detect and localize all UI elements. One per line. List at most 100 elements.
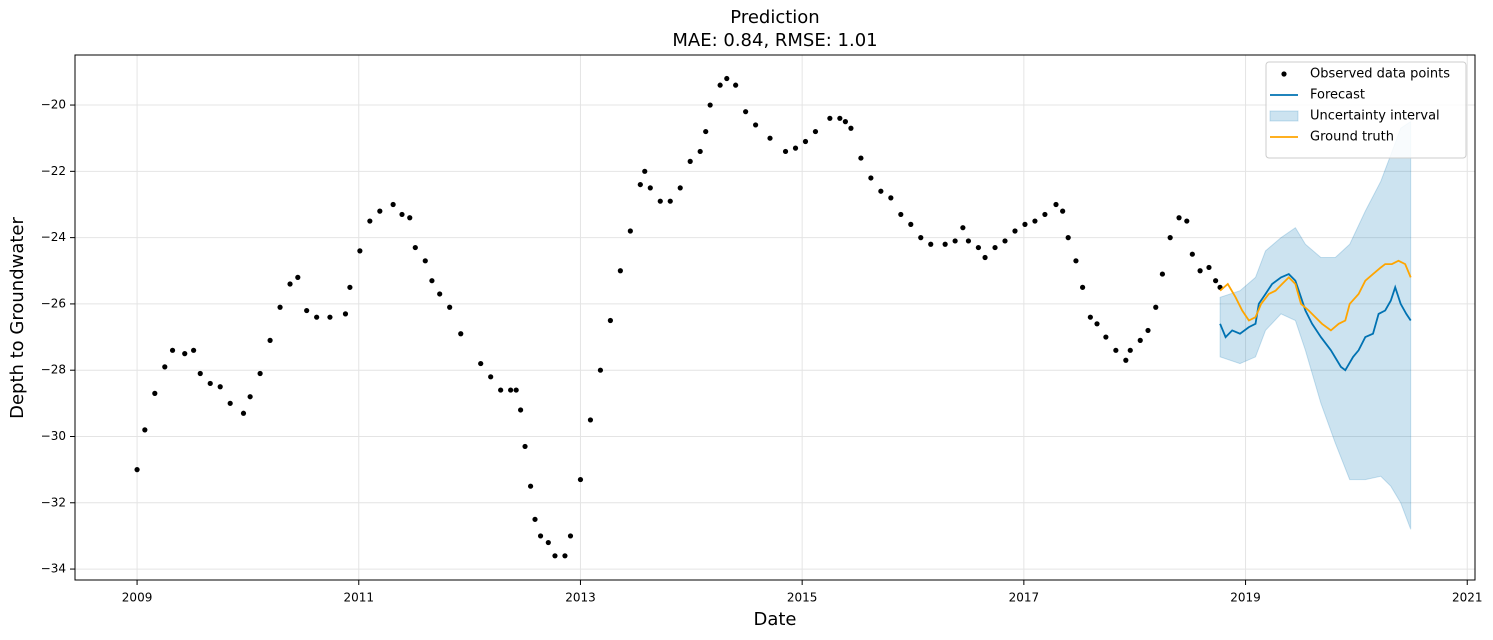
data-point — [240, 410, 247, 416]
data-point — [1094, 321, 1100, 327]
data-point — [162, 364, 168, 370]
data-point — [458, 331, 464, 337]
data-point — [1206, 264, 1212, 271]
legend-label: Forecast — [1310, 88, 1365, 103]
data-point — [703, 128, 709, 135]
data-point — [207, 380, 213, 387]
y-tick-label: −30 — [41, 429, 66, 443]
data-point — [617, 268, 623, 274]
data-point — [422, 258, 428, 264]
data-point — [247, 394, 253, 400]
data-point — [1145, 327, 1151, 334]
data-point — [437, 291, 443, 297]
legend-marker — [1281, 71, 1287, 77]
data-point — [1113, 347, 1119, 353]
data-point — [733, 82, 739, 88]
data-point — [347, 284, 353, 290]
data-point — [697, 148, 703, 155]
data-point — [878, 188, 884, 194]
data-point — [142, 427, 148, 433]
data-point — [724, 75, 730, 82]
data-point — [898, 211, 904, 218]
data-point — [960, 225, 966, 231]
data-point — [637, 181, 643, 188]
data-point — [342, 311, 349, 317]
legend-label: Uncertainty interval — [1310, 109, 1440, 124]
data-point — [743, 109, 749, 115]
legend-label: Ground truth — [1310, 130, 1394, 145]
data-point — [587, 417, 594, 423]
data-point — [717, 82, 723, 88]
data-point — [667, 198, 673, 204]
data-point — [1167, 235, 1173, 241]
data-point — [1189, 251, 1195, 257]
data-point — [357, 248, 363, 254]
data-point — [1022, 221, 1028, 227]
data-point — [429, 278, 435, 284]
legend-marker — [1269, 110, 1299, 122]
series-line — [1219, 273, 1412, 372]
data-point — [567, 533, 574, 539]
data-point — [295, 274, 301, 280]
series-line — [1219, 259, 1412, 332]
data-point — [1032, 218, 1038, 224]
data-point — [1123, 357, 1129, 363]
data-point — [1012, 228, 1018, 234]
data-point — [267, 337, 273, 343]
data-point — [1042, 211, 1048, 218]
data-point — [1197, 268, 1203, 274]
uncertainty-band — [1219, 120, 1412, 530]
data-point — [152, 390, 158, 396]
chart-subtitle: MAE: 0.84, RMSE: 1.01 — [672, 30, 877, 51]
data-point — [1127, 347, 1133, 353]
data-point — [992, 244, 998, 251]
x-tick-label: 2019 — [1230, 591, 1261, 605]
x-tick-label: 2017 — [1009, 591, 1040, 605]
data-point — [367, 218, 373, 224]
data-point — [488, 374, 494, 380]
data-point — [1053, 201, 1059, 208]
y-tick-label: −20 — [41, 98, 66, 112]
x-tick-label: 2015 — [787, 591, 818, 605]
y-tick-label: −24 — [41, 230, 66, 244]
data-point — [522, 443, 528, 450]
data-point — [908, 221, 914, 227]
data-point — [687, 158, 693, 164]
data-point — [767, 135, 773, 141]
legend-box — [1265, 61, 1467, 159]
data-point — [792, 145, 799, 151]
data-point — [607, 317, 613, 324]
plot-area — [134, 75, 1412, 559]
x-tick-label: 2009 — [122, 591, 153, 605]
data-point — [952, 238, 958, 244]
data-point — [217, 384, 223, 390]
data-point — [377, 208, 383, 214]
data-point — [1087, 314, 1093, 320]
data-point — [304, 307, 310, 314]
data-point — [1065, 235, 1071, 241]
data-point — [802, 138, 809, 145]
y-tick-label: −28 — [41, 363, 66, 377]
y-tick-label: −34 — [41, 562, 66, 576]
data-point — [1184, 218, 1190, 224]
data-point — [412, 244, 418, 251]
x-tick-label: 2013 — [565, 591, 596, 605]
x-tick-label: 2011 — [343, 591, 374, 605]
data-point — [677, 185, 683, 191]
data-point — [478, 360, 484, 367]
data-point — [407, 215, 413, 221]
data-point — [197, 370, 203, 377]
data-point — [1153, 304, 1159, 310]
data-point — [1080, 284, 1086, 290]
data-point — [942, 241, 948, 247]
data-point — [1213, 278, 1219, 284]
data-point — [842, 119, 848, 125]
data-point — [552, 553, 558, 559]
data-point — [1159, 271, 1166, 277]
data-point — [537, 533, 544, 539]
data-point — [627, 228, 633, 234]
data-point — [513, 387, 519, 393]
data-point — [888, 195, 894, 201]
data-point — [390, 201, 396, 208]
